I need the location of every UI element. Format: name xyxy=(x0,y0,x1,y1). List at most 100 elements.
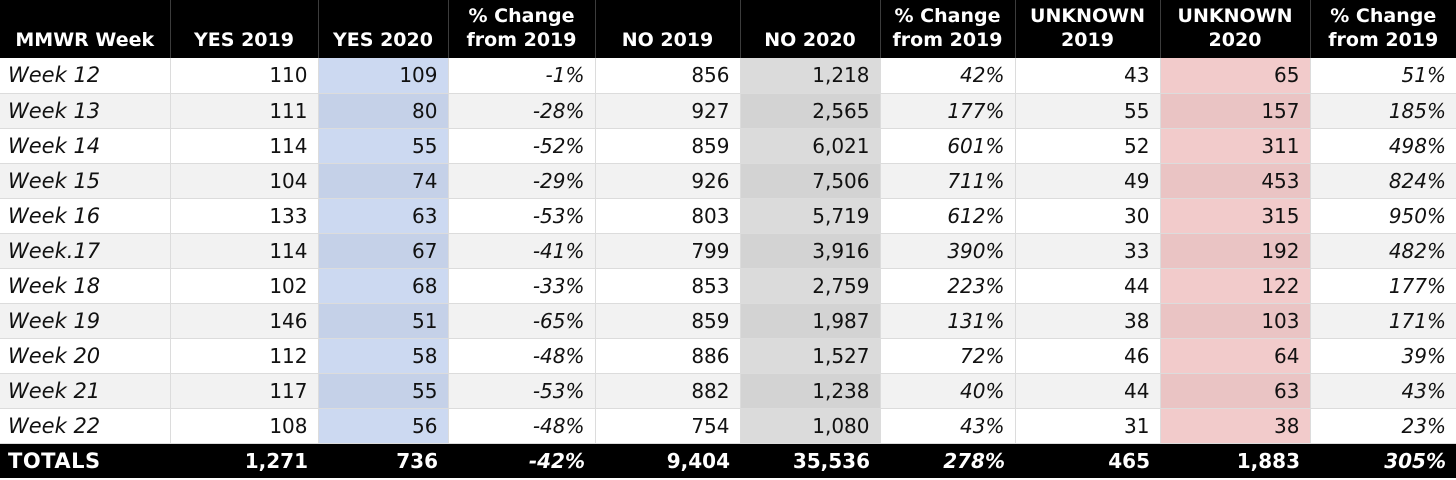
cell-yes-2020: 109 xyxy=(318,58,449,94)
cell-pct-change-unknown: 185% xyxy=(1310,93,1456,129)
cell-pct-change-unknown: 824% xyxy=(1310,163,1456,199)
cell-pct-change-unknown: 39% xyxy=(1310,338,1456,374)
cell-unknown-2020: 64 xyxy=(1160,338,1311,374)
cell-unknown-2020: 453 xyxy=(1160,163,1311,199)
table-row: Week 22 108 56 -48% 754 1,080 43% 31 38 23% xyxy=(0,408,1456,444)
cell-pct-change-no: 40% xyxy=(880,373,1016,409)
cell-pct-change-yes: -65% xyxy=(448,303,596,339)
table-row: Week 12 110 109 -1% 856 1,218 42% 43 65 51% xyxy=(0,58,1456,94)
cell-yes-2020: 74 xyxy=(318,163,449,199)
table-row: Week.17 114 67 -41% 799 3,916 390% 33 192 482% xyxy=(0,233,1456,269)
cell-week: Week 21 xyxy=(0,373,171,409)
table-row: Week 15 104 74 -29% 926 7,506 711% 49 453 824% xyxy=(0,163,1456,199)
totals-no-2020: 35,536 xyxy=(740,443,880,478)
cell-unknown-2019: 38 xyxy=(1015,303,1161,339)
cell-pct-change-unknown: 950% xyxy=(1310,198,1456,234)
column-header-pct-change-unknown: % Change from 2019 xyxy=(1310,0,1456,58)
cell-yes-2019: 104 xyxy=(170,163,319,199)
cell-week: Week 12 xyxy=(0,58,171,94)
table-header: MMWR Week YES 2019 YES 2020 % Change fro… xyxy=(0,0,1456,58)
column-header-unknown-2019: UNKNOWN 2019 xyxy=(1015,0,1161,58)
cell-unknown-2020: 192 xyxy=(1160,233,1311,269)
cell-no-2019: 886 xyxy=(595,338,741,374)
cell-no-2020: 3,916 xyxy=(740,233,881,269)
cell-pct-change-yes: -48% xyxy=(448,338,596,374)
cell-unknown-2019: 52 xyxy=(1015,128,1161,164)
cell-pct-change-yes: -28% xyxy=(448,93,596,129)
totals-pct-change-yes: -42% xyxy=(448,443,595,478)
cell-unknown-2020: 315 xyxy=(1160,198,1311,234)
cell-no-2019: 803 xyxy=(595,198,741,234)
table-row: Week 13 111 80 -28% 927 2,565 177% 55 157 185% xyxy=(0,93,1456,129)
table-row: Week 16 133 63 -53% 803 5,719 612% 30 315 950% xyxy=(0,198,1456,234)
table-body: Week 12 110 109 -1% 856 1,218 42% 43 65 51% Week 1… xyxy=(0,58,1456,444)
cell-yes-2020: 68 xyxy=(318,268,449,304)
cell-no-2020: 1,080 xyxy=(740,408,881,444)
totals-unknown-2019: 465 xyxy=(1015,443,1160,478)
cell-pct-change-yes: -1% xyxy=(448,58,596,94)
column-header-pct-change-yes: % Change from 2019 xyxy=(448,0,596,58)
cell-unknown-2019: 44 xyxy=(1015,373,1161,409)
table-row: Week 21 117 55 -53% 882 1,238 40% 44 63 43% xyxy=(0,373,1456,409)
cell-pct-change-unknown: 51% xyxy=(1310,58,1456,94)
table-row: Week 19 146 51 -65% 859 1,987 131% 38 103 171% xyxy=(0,303,1456,339)
cell-no-2020: 5,719 xyxy=(740,198,881,234)
cell-pct-change-no: 42% xyxy=(880,58,1016,94)
cell-no-2019: 856 xyxy=(595,58,741,94)
cell-week: Week 16 xyxy=(0,198,171,234)
cell-pct-change-no: 43% xyxy=(880,408,1016,444)
column-header-mmwr-week: MMWR Week xyxy=(0,0,171,58)
cell-pct-change-unknown: 23% xyxy=(1310,408,1456,444)
cell-week: Week 13 xyxy=(0,93,171,129)
cell-no-2019: 853 xyxy=(595,268,741,304)
cell-no-2019: 799 xyxy=(595,233,741,269)
cell-yes-2019: 111 xyxy=(170,93,319,129)
cell-yes-2019: 114 xyxy=(170,233,319,269)
table-row: Week 20 112 58 -48% 886 1,527 72% 46 64 39% xyxy=(0,338,1456,374)
cell-pct-change-unknown: 43% xyxy=(1310,373,1456,409)
cell-unknown-2020: 65 xyxy=(1160,58,1311,94)
column-header-pct-change-no: % Change from 2019 xyxy=(880,0,1016,58)
cell-no-2020: 2,565 xyxy=(740,93,881,129)
cell-yes-2020: 55 xyxy=(318,373,449,409)
cell-no-2020: 1,527 xyxy=(740,338,881,374)
cell-pct-change-unknown: 171% xyxy=(1310,303,1456,339)
cell-pct-change-yes: -53% xyxy=(448,198,596,234)
cell-no-2020: 1,238 xyxy=(740,373,881,409)
cell-yes-2020: 67 xyxy=(318,233,449,269)
column-header-yes-2019: YES 2019 xyxy=(170,0,319,58)
cell-yes-2020: 51 xyxy=(318,303,449,339)
cell-pct-change-yes: -29% xyxy=(448,163,596,199)
cell-week: Week 14 xyxy=(0,128,171,164)
cell-no-2020: 7,506 xyxy=(740,163,881,199)
cell-pct-change-yes: -33% xyxy=(448,268,596,304)
cell-week: Week 15 xyxy=(0,163,171,199)
cell-no-2020: 6,021 xyxy=(740,128,881,164)
table-row: Week 18 102 68 -33% 853 2,759 223% 44 122 177% xyxy=(0,268,1456,304)
cell-no-2020: 1,987 xyxy=(740,303,881,339)
cell-yes-2019: 114 xyxy=(170,128,319,164)
cell-no-2019: 926 xyxy=(595,163,741,199)
totals-label: TOTALS xyxy=(0,443,170,478)
cell-yes-2020: 56 xyxy=(318,408,449,444)
cell-pct-change-unknown: 482% xyxy=(1310,233,1456,269)
cell-pct-change-yes: -53% xyxy=(448,373,596,409)
totals-yes-2019: 1,271 xyxy=(170,443,318,478)
cell-no-2019: 882 xyxy=(595,373,741,409)
cell-no-2020: 2,759 xyxy=(740,268,881,304)
cell-pct-change-unknown: 177% xyxy=(1310,268,1456,304)
cell-yes-2019: 110 xyxy=(170,58,319,94)
cell-unknown-2019: 46 xyxy=(1015,338,1161,374)
cell-yes-2019: 117 xyxy=(170,373,319,409)
column-header-no-2019: NO 2019 xyxy=(595,0,741,58)
totals-no-2019: 9,404 xyxy=(595,443,740,478)
totals-pct-change-unknown: 305% xyxy=(1310,443,1456,478)
totals-yes-2020: 736 xyxy=(318,443,448,478)
cell-yes-2020: 55 xyxy=(318,128,449,164)
cell-yes-2019: 102 xyxy=(170,268,319,304)
cell-no-2019: 859 xyxy=(595,303,741,339)
cell-no-2019: 859 xyxy=(595,128,741,164)
column-header-unknown-2020: UNKNOWN 2020 xyxy=(1160,0,1311,58)
cell-unknown-2019: 55 xyxy=(1015,93,1161,129)
